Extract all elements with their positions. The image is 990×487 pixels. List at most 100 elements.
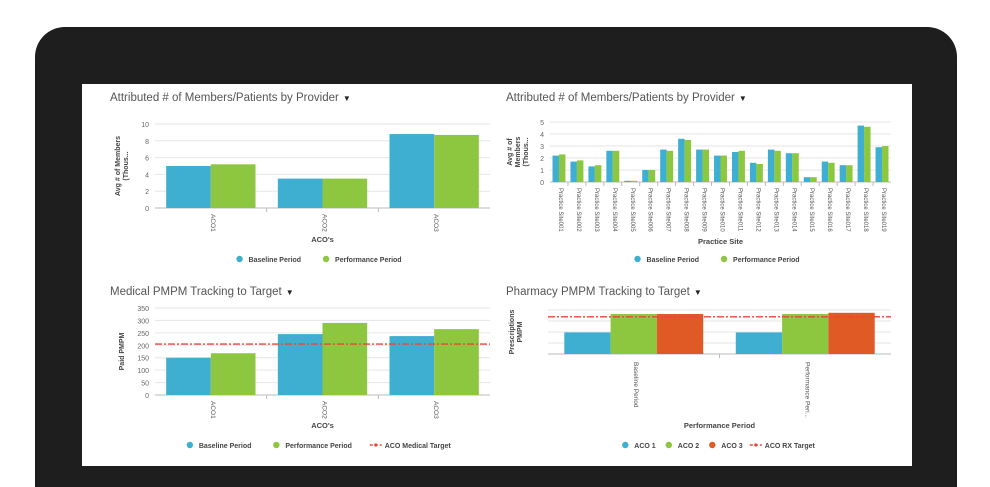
bar (624, 180, 631, 182)
bar (810, 177, 817, 182)
x-tick-label: Practice Site007 (665, 188, 671, 232)
x-axis-label: Performance Period (684, 421, 756, 430)
x-tick-label: Practice Site003 (593, 188, 599, 232)
y-tick-label: 2 (540, 156, 544, 163)
panel-title[interactable]: Medical PMPM Tracking to Target ▼ (110, 286, 294, 298)
bar (684, 140, 692, 182)
bar (828, 312, 875, 354)
x-tick-label: ACO2 (321, 401, 328, 419)
panel-title-text: Attributed # of Members/Patients by Prov… (110, 92, 339, 104)
y-tick-label: 3 (540, 144, 544, 151)
legend-swatch (236, 255, 243, 263)
legend-swatch (665, 441, 672, 449)
legend-swatch (622, 441, 629, 449)
x-tick-label: ACO1 (209, 401, 216, 419)
y-tick-label: 4 (540, 132, 544, 139)
x-tick-label: ACO2 (321, 214, 328, 232)
y-tick-label: 150 (137, 356, 149, 363)
legend-label: ACO 3 (721, 443, 743, 450)
bar (696, 149, 703, 182)
bar (875, 147, 883, 182)
legend-label: Performance Period (335, 257, 402, 264)
bar (864, 126, 871, 182)
bar (612, 150, 620, 182)
y-tick-label: 250 (137, 331, 149, 338)
legend-swatch (720, 255, 728, 263)
bar (702, 149, 710, 182)
bar (389, 336, 435, 395)
legend-label: Performance Period (285, 443, 352, 450)
panel-title[interactable]: Attributed # of Members/Patients by Prov… (110, 92, 351, 104)
bar (738, 150, 745, 182)
bar (564, 332, 611, 354)
bar (720, 155, 727, 182)
members-by-aco-chart: 0 2 4 6 8 10 Avg # of Members (Thous... ACO1 ACO2… (115, 122, 490, 264)
x-tick-label: Practice Site002 (575, 188, 581, 232)
x-axis-label: ACO's (311, 235, 334, 244)
panel-title[interactable]: Pharmacy PMPM Tracking to Target ▼ (506, 286, 702, 298)
bar (434, 134, 479, 208)
legend-swatch (634, 255, 641, 263)
bar (594, 165, 602, 182)
bar (660, 149, 667, 182)
x-axis-label: ACO's (311, 421, 334, 430)
x-tick-label: Performance Peri... (803, 362, 810, 418)
pharmacy-pmpm-panel: Pharmacy PMPM Tracking to Target ▼ Prescr… (506, 286, 912, 466)
x-tick-label: Practice Site001 (557, 188, 563, 232)
medical-pmpm-chart: 0 50 100 150 200 250 300 350 Paid PMPM ACO1 ACO2 AC… (119, 306, 490, 450)
bar (735, 332, 783, 354)
x-tick-label: ACO1 (209, 214, 216, 232)
x-tick-label: Practice Site018 (862, 188, 868, 232)
y-tick-label: 8 (145, 139, 149, 146)
x-tick-label: Practice Site011 (736, 188, 742, 232)
bar (714, 155, 721, 182)
y-tick-label: 10 (141, 122, 149, 129)
bar (857, 125, 865, 182)
y-tick-label: 0 (145, 393, 149, 400)
legend-swatch (186, 441, 194, 449)
y-axis-label: Members (515, 137, 522, 168)
y-axis-label: (Thous... (123, 151, 130, 180)
x-tick-label: ACO3 (432, 214, 439, 232)
y-axis-label: Paid PMPM (119, 332, 126, 370)
bar (785, 153, 793, 182)
y-axis-label: Avg # of Members (115, 136, 122, 196)
x-axis-label: Practice Site (698, 237, 743, 246)
bar (828, 162, 835, 182)
caret-down-icon[interactable]: ▼ (342, 94, 351, 103)
caret-down-icon[interactable]: ▼ (738, 94, 747, 103)
legend-swatch (273, 441, 280, 449)
legend-label: Baseline Period (249, 257, 302, 264)
x-tick-label: Practice Site005 (629, 188, 635, 232)
bar (277, 334, 323, 395)
panel-title-text: Medical PMPM Tracking to Target (110, 286, 282, 298)
y-tick-label: 100 (137, 368, 149, 375)
bar (666, 150, 674, 182)
x-tick-label: Practice Site010 (719, 188, 725, 232)
x-tick-label: Practice Site004 (611, 188, 617, 232)
y-axis-label: Avg # of (507, 138, 514, 166)
bar (558, 154, 566, 182)
bar (821, 161, 829, 182)
x-tick-label: Baseline Period (632, 362, 639, 408)
panel-title[interactable]: Attributed # of Members/Patients by Prov… (506, 92, 747, 104)
bar (648, 170, 656, 182)
bar (166, 357, 211, 395)
members-by-site-chart: 0 1 2 3 4 5 Avg # of Members (Thous... Practice S… (507, 120, 891, 264)
legend-swatch-dot (754, 443, 758, 447)
legend-swatch-dot (374, 443, 378, 447)
bar (570, 161, 577, 182)
bar (322, 322, 368, 395)
bar (656, 314, 704, 354)
x-tick-label: Practice Site009 (701, 188, 707, 232)
x-tick-label: Practice Site015 (808, 188, 814, 232)
bar (792, 153, 799, 182)
bar (782, 314, 829, 354)
bar (678, 138, 685, 182)
x-tick-label: ACO3 (432, 401, 439, 419)
caret-down-icon[interactable]: ▼ (285, 288, 294, 297)
x-tick-label: Practice Site014 (790, 188, 796, 232)
bar (749, 162, 757, 182)
caret-down-icon[interactable]: ▼ (693, 288, 702, 297)
bar (277, 178, 323, 208)
